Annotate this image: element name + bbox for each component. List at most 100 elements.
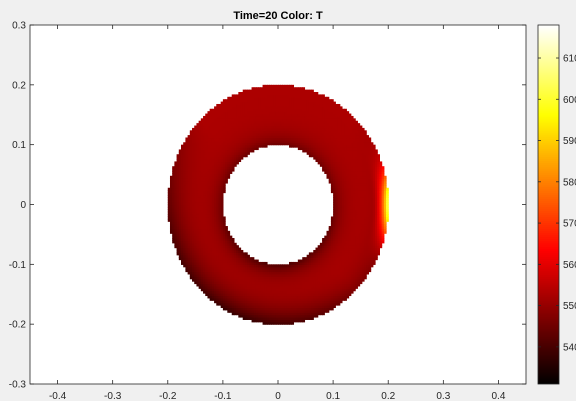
field-cell [222,276,226,280]
field-cell [203,216,206,220]
field-cell [355,161,358,165]
field-cell [322,259,325,263]
field-cell [297,142,301,146]
field-cell [282,300,286,304]
field-cell [313,264,317,268]
field-cell [330,266,334,270]
field-cell [209,163,213,167]
field-cell [372,261,376,265]
field-cell [220,168,224,172]
field-cell [346,266,350,270]
field-cell [381,192,385,196]
field-cell [348,228,352,232]
field-cell [333,199,336,203]
field-cell [192,269,195,273]
field-cell [375,187,378,191]
field-cell [284,132,288,136]
field-cell [335,166,339,170]
field-cell [236,264,239,268]
field-cell [169,228,173,232]
field-cell [324,144,328,148]
field-cell [350,221,354,225]
field-cell [322,295,325,299]
field-cell [200,132,204,136]
field-cell [178,235,182,239]
field-cell [194,125,198,129]
field-cell [278,276,281,280]
field-cell [196,266,200,270]
field-cell [381,209,385,213]
field-cell [300,125,303,129]
field-cell [187,135,191,139]
field-cell [247,264,250,268]
field-cell [200,142,204,146]
field-cell [225,285,228,289]
field-cell [194,233,198,237]
field-cell [333,295,336,299]
field-cell [200,139,204,143]
field-cell [220,214,224,218]
field-cell [253,309,257,313]
field-cell [291,307,295,311]
field-cell [181,192,184,196]
field-cell [346,156,350,160]
field-cell [350,125,354,129]
field-cell [359,214,363,218]
field-cell [255,283,259,287]
field-cell [339,192,343,196]
field-cell [220,233,224,237]
field-cell [359,149,363,153]
field-cell [295,125,299,129]
field-cell [181,149,184,153]
field-cell [315,312,319,316]
field-cell [370,211,374,215]
field-cell [189,163,193,167]
field-cell [346,228,350,232]
field-cell [194,226,198,230]
field-cell [244,147,248,151]
field-cell [216,132,220,136]
field-cell [167,204,171,208]
field-cell [242,293,246,297]
field-cell [361,242,365,246]
field-cell [324,247,328,251]
field-cell [205,192,209,196]
field-cell [339,288,343,292]
field-cell [293,130,297,134]
field-cell [258,144,261,148]
field-cell [189,168,193,172]
field-cell [174,166,178,170]
field-cell [328,235,332,239]
field-cell [205,283,209,287]
field-cell [194,238,198,241]
field-cell [262,135,266,139]
field-cell [339,249,343,253]
field-cell [346,159,350,163]
field-cell [330,300,334,304]
field-cell [227,173,231,177]
field-cell [341,283,345,287]
field-cell [198,125,202,129]
field-cell [275,139,279,143]
field-cell [341,281,345,285]
field-cell [189,185,193,189]
field-cell [244,135,248,139]
field-cell [381,228,385,232]
field-cell [282,314,286,318]
field-cell [192,276,195,280]
field-cell [278,285,281,289]
field-cell [192,197,195,201]
field-cell [247,305,250,309]
field-cell [205,252,209,256]
field-cell [183,230,187,234]
field-cell [229,127,233,131]
field-cell [220,216,224,220]
field-cell [196,178,200,182]
field-cell [359,233,363,237]
field-cell [361,240,365,244]
field-cell [205,199,209,203]
field-cell [209,288,213,292]
field-cell [348,125,352,129]
field-cell [218,161,222,165]
field-cell [341,194,345,198]
